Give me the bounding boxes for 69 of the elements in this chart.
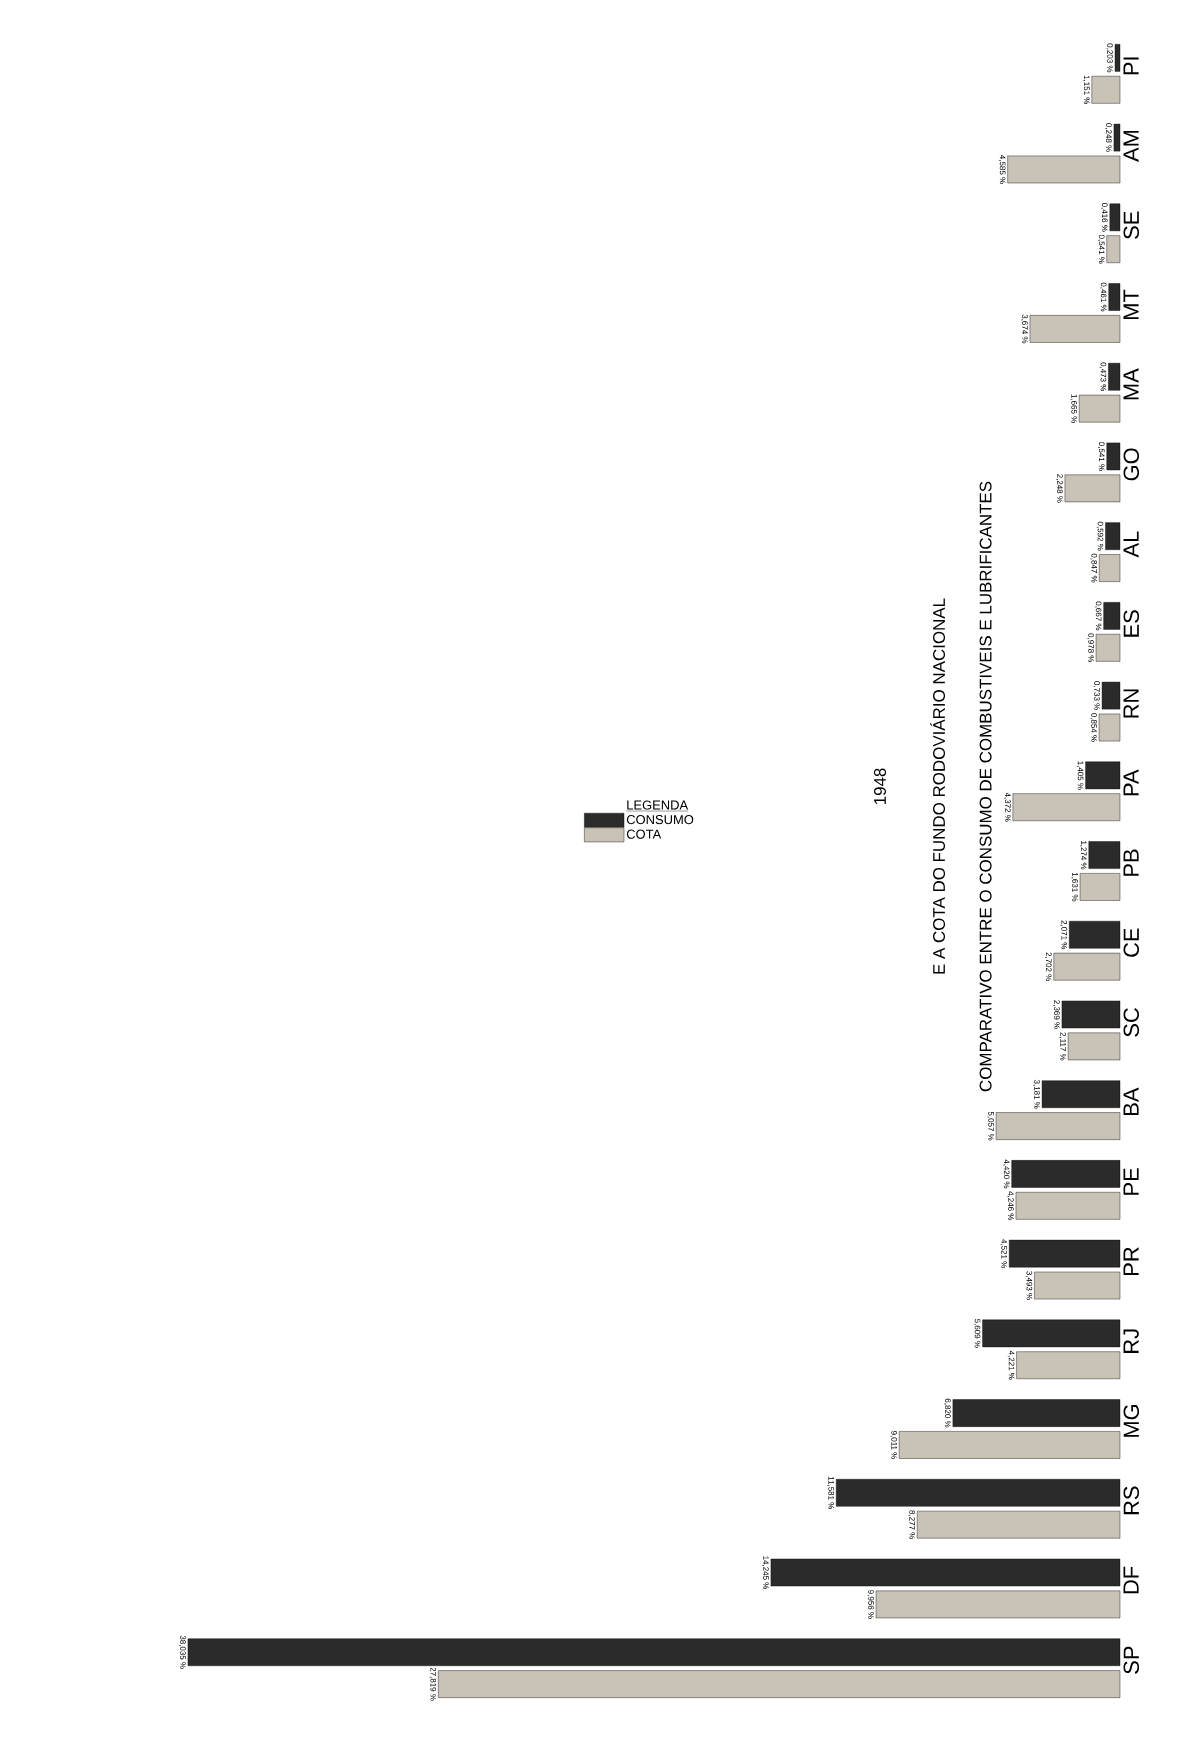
- bar: [1009, 1239, 1121, 1268]
- bar: [875, 1590, 1121, 1619]
- bar: [1016, 1351, 1121, 1379]
- bar: [1108, 362, 1121, 391]
- bar: [1012, 793, 1121, 821]
- y-tick-label: RS: [1123, 1486, 1140, 1515]
- bar: [770, 1558, 1121, 1587]
- bar: [1079, 394, 1121, 423]
- y-tick-label: SP: [1123, 1646, 1140, 1674]
- bar: [982, 1319, 1121, 1348]
- legend-label: COTA: [626, 829, 662, 839]
- annotation: 1948: [874, 768, 886, 805]
- text: COMPARATIVO ENTRE O CONSUMO DE COMBUSTIVEIS E LUBRIFICANTES: [979, 481, 992, 1092]
- y-tick-label: PI: [1123, 57, 1139, 75]
- bar: [1029, 315, 1121, 343]
- bar: [1109, 203, 1121, 232]
- y-tick-label: AL: [1123, 531, 1139, 558]
- y-tick-label: PR: [1123, 1247, 1139, 1276]
- bar: [1108, 283, 1121, 311]
- y-tick-label: MT: [1123, 289, 1139, 319]
- bar: [1113, 123, 1121, 152]
- bar: [836, 1479, 1121, 1507]
- bar: [916, 1510, 1121, 1539]
- bar: [1011, 1160, 1121, 1188]
- y-tick-label: SE: [1123, 211, 1140, 239]
- y-tick-label: PB: [1123, 849, 1139, 876]
- bar: [995, 1112, 1121, 1140]
- bar: [1101, 681, 1121, 710]
- bar: [1098, 713, 1121, 742]
- bar: [1015, 1192, 1121, 1220]
- text: E A COTA DO FUNDO RODOVIÁRIO NACIONAL: [930, 598, 946, 974]
- bar: [1095, 634, 1121, 662]
- y-tick-label: RN: [1123, 689, 1139, 718]
- y-tick-label: SC: [1123, 1008, 1140, 1037]
- bar: [952, 1399, 1121, 1427]
- bar: [1085, 761, 1121, 790]
- bar: [1103, 602, 1121, 630]
- bar: [1091, 76, 1121, 104]
- bar: [1114, 44, 1121, 72]
- bar: [1106, 235, 1121, 263]
- bar: [1099, 554, 1121, 582]
- bar: [187, 1638, 1121, 1666]
- y-tick-label: RJ: [1123, 1329, 1139, 1353]
- bar: [1053, 952, 1121, 981]
- bar: [1067, 1032, 1121, 1061]
- bar: [1106, 442, 1121, 471]
- y-tick-label: PA: [1123, 769, 1139, 796]
- y-tick-label: MG: [1123, 1405, 1140, 1437]
- bar: [1034, 1271, 1121, 1300]
- bar: [1069, 921, 1121, 949]
- y-tick-label: GO: [1123, 448, 1140, 481]
- y-tick-label: BA: [1123, 1087, 1139, 1115]
- bar: [1007, 155, 1121, 184]
- bar: [1061, 1000, 1121, 1029]
- bar: [1064, 474, 1121, 503]
- y-tick-label: MA: [1123, 368, 1139, 400]
- bar: [1088, 841, 1121, 869]
- legend-label: CONSUMO: [626, 815, 694, 825]
- bar: [1105, 522, 1121, 550]
- bar: [898, 1431, 1121, 1459]
- bar: [1041, 1080, 1121, 1108]
- y-tick-label: CE: [1123, 928, 1140, 957]
- y-tick-label: ES: [1123, 610, 1140, 637]
- y-tick-label: DF: [1123, 1566, 1139, 1594]
- bar: [1079, 873, 1121, 901]
- bar: [438, 1670, 1121, 1698]
- y-tick-label: AM: [1123, 130, 1139, 162]
- y-tick-label: PE: [1123, 1168, 1139, 1195]
- legend-title: LEGENDA: [627, 800, 689, 810]
